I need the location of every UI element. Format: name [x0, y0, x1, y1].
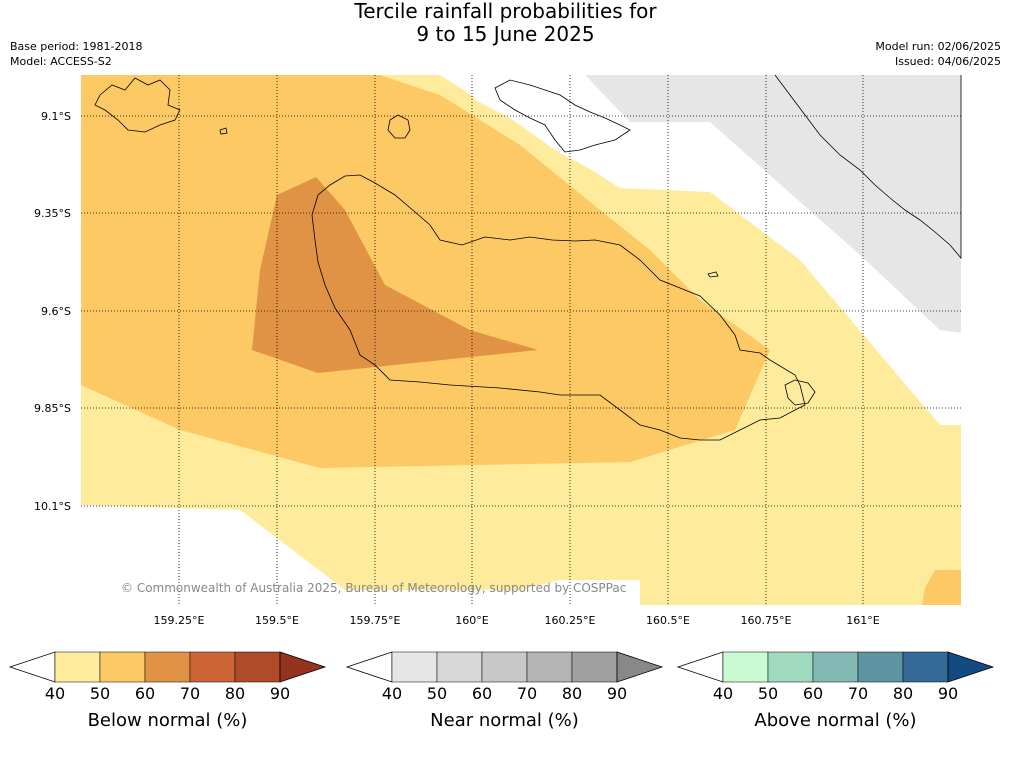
colorbar-segment [767, 651, 814, 683]
no-signal-region-lower [81, 505, 640, 605]
gridlines [81, 75, 961, 605]
colorbar-tick-label: 60 [472, 684, 492, 703]
coastline-nggela-islands [94, 77, 181, 133]
model-run: Model run: 02/06/2025 [875, 40, 1001, 53]
meta-left: Base period: 1981-2018 Model: ACCESS-S2 [10, 39, 142, 69]
colorbar-3: 40 50 60 70 80 90 Above normal (%) [676, 651, 995, 731]
colorbar-segment [436, 651, 483, 683]
colorbar-label: Near normal (%) [430, 710, 579, 731]
title-line-2: 9 to 15 June 2025 [416, 22, 595, 46]
colorbar-tick-label: 90 [938, 684, 958, 703]
copyright-notice: © Commonwealth of Australia 2025, Bureau… [121, 581, 626, 595]
coastline-islet-west [219, 127, 228, 135]
colorbar-tick-label: 80 [893, 684, 913, 703]
colorbar-segment [234, 651, 281, 683]
colorbar-tick-label: 80 [562, 684, 582, 703]
map-area [81, 74, 962, 605]
longitude-labels: 159.25°E 159.5°E 159.75°E 160°E 160.25°E 160.… [154, 614, 880, 627]
colorbar-segment [857, 651, 904, 683]
colorbar-segment [481, 651, 528, 683]
colorbar-tick-label: 40 [45, 684, 65, 703]
colorbar-tick-label: 70 [180, 684, 200, 703]
colorbar-tick-label: 40 [713, 684, 733, 703]
colorbar-tick-label: 90 [270, 684, 290, 703]
colorbar-segment [902, 651, 949, 683]
lon-tick-label: 159.75°E [350, 614, 401, 627]
colorbar-tick-label: 80 [225, 684, 245, 703]
lon-tick-label: 160.75°E [741, 614, 792, 627]
colorbar-extend-low [676, 651, 724, 683]
colorbar-2: 40 50 60 70 80 90 Near normal (%) [345, 651, 664, 731]
lat-tick-label: 9.6°S [41, 305, 71, 318]
lon-tick-label: 159.5°E [255, 614, 299, 627]
colorbar-1: 40 50 60 70 80 90 Below normal (%) [8, 651, 327, 731]
below-normal-50-60-patch-southeast [922, 570, 961, 605]
base-period: Base period: 1981-2018 [10, 40, 143, 53]
colorbar-extend-high [279, 651, 327, 683]
colorbar-segment [571, 651, 618, 683]
meta-right: Model run: 02/06/2025 Issued: 04/06/2025 [875, 39, 1001, 69]
colorbar-extend-high [947, 651, 995, 683]
near-normal-50-60-region [585, 75, 961, 333]
colorbar-tick-label: 40 [382, 684, 402, 703]
colorbar-tick-label: 50 [427, 684, 447, 703]
coastline-malaita [774, 74, 962, 260]
lat-tick-label: 9.1°S [41, 110, 71, 123]
latitude-labels: 9.1°S 9.35°S 9.6°S 9.85°S 10.1°S [34, 110, 71, 513]
colorbar-tick-label: 70 [848, 684, 868, 703]
coastline-small-islet [707, 271, 719, 278]
colorbar-label: Below normal (%) [88, 710, 248, 731]
lon-tick-label: 160°E [455, 614, 488, 627]
lat-tick-label: 10.1°S [34, 500, 71, 513]
colorbar-label: Above normal (%) [754, 710, 916, 731]
colorbar-extend-low [345, 651, 393, 683]
coastline-marau-sound [784, 379, 816, 406]
colorbar-extend-low [8, 651, 56, 683]
colorbar-tick-label: 90 [607, 684, 627, 703]
lon-tick-label: 161°E [846, 614, 879, 627]
below-normal-50-60-region [81, 75, 770, 468]
colorbar-segment [812, 651, 859, 683]
colorbar-tick-label: 50 [758, 684, 778, 703]
coastline-guadalcanal [311, 174, 806, 441]
lon-tick-label: 160.25°E [545, 614, 596, 627]
lat-tick-label: 9.85°S [34, 402, 71, 415]
issued-date: Issued: 04/06/2025 [894, 55, 1001, 68]
colorbar-tick-label: 60 [135, 684, 155, 703]
colorbar-tick-label: 60 [803, 684, 823, 703]
lon-tick-label: 160.5°E [646, 614, 690, 627]
colorbar-segment [144, 651, 191, 683]
colorbar-segment [722, 651, 769, 683]
colorbar-tick-label: 70 [517, 684, 537, 703]
colorbars: 40 50 60 70 80 90 Below normal (%) 40 50 60 70 80 90… [8, 651, 995, 731]
colorbar-extend-high [616, 651, 664, 683]
colorbar-segment [391, 651, 438, 683]
colorbar-segment [54, 651, 101, 683]
colorbar-segment [99, 651, 146, 683]
lat-tick-label: 9.35°S [34, 207, 71, 220]
lon-tick-label: 159.25°E [154, 614, 205, 627]
colorbar-tick-label: 50 [90, 684, 110, 703]
model-name: Model: ACCESS-S2 [10, 55, 112, 68]
colorbar-segment [526, 651, 573, 683]
title-line-1: Tercile rainfall probabilities for [354, 0, 657, 23]
below-normal-60-70-region [252, 177, 538, 373]
colorbar-segment [189, 651, 236, 683]
figure-title: Tercile rainfall probabilities for 9 to … [0, 0, 1011, 46]
coastline-florida-islands [494, 79, 631, 153]
coastline-group [94, 74, 962, 441]
no-signal-region-upper [470, 75, 961, 345]
